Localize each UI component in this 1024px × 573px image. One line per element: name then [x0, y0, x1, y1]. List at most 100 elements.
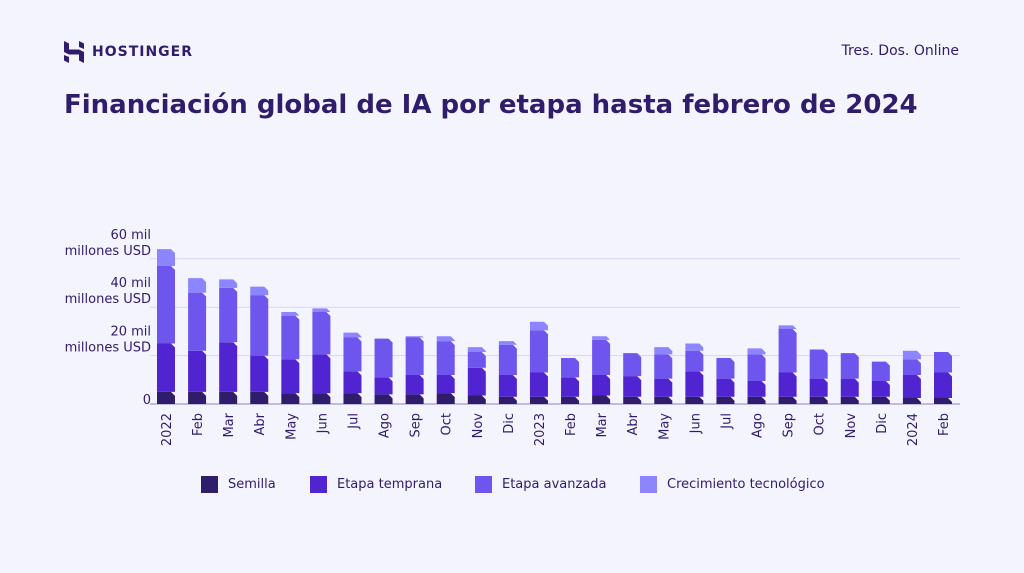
bar-segment-semilla — [498, 396, 517, 404]
x-tick-label: Mar — [222, 412, 237, 437]
bar-segment-etapa-avanzada — [809, 349, 828, 379]
legend-label: Semilla — [228, 477, 276, 492]
x-tick-label: Nov — [471, 413, 486, 439]
bar-segment-crecimiento-tecnológico — [902, 350, 921, 360]
bar-segment-semilla — [654, 396, 673, 404]
bar-segment-etapa-temprana — [529, 372, 548, 397]
bar-segment-semilla — [157, 391, 175, 404]
bar-segment-etapa-avanzada — [529, 330, 548, 373]
x-tick-label: Oct — [813, 413, 828, 435]
x-tick-label: Dic — [875, 413, 890, 434]
bar-segment-etapa-temprana — [188, 350, 207, 392]
x-tick-label: Abr — [253, 412, 268, 435]
x-tick-label: May — [284, 413, 299, 440]
legend-label: Etapa avanzada — [502, 477, 607, 492]
bar-segment-etapa-temprana — [809, 378, 828, 397]
bar-segment-semilla — [716, 396, 735, 404]
bar-segment-etapa-avanzada — [250, 295, 269, 356]
bar-segment-etapa-avanzada — [747, 354, 766, 382]
bar-segment-etapa-avanzada — [405, 337, 424, 375]
bar-segment-crecimiento-tecnológico — [747, 348, 766, 355]
bar-segment-etapa-avanzada — [871, 361, 890, 382]
bar-segment-etapa-temprana — [840, 378, 859, 397]
bar-segment-etapa-temprana — [157, 343, 175, 392]
bar-segment-etapa-avanzada — [934, 351, 952, 373]
bar-segment-semilla — [436, 393, 455, 404]
x-tick-label: 2024 — [906, 413, 921, 446]
bar-segment-etapa-avanzada — [467, 351, 486, 368]
bar-segment-etapa-temprana — [747, 381, 766, 397]
site-name: Tres. Dos. Online — [841, 43, 959, 59]
bar-segment-crecimiento-tecnológico — [219, 279, 238, 288]
bar-segment-crecimiento-tecnológico — [343, 332, 362, 338]
bar-segment-etapa-temprana — [312, 354, 331, 394]
bar-segment-etapa-avanzada — [592, 339, 611, 375]
legend-item: Etapa avanzada — [475, 476, 607, 493]
legend-swatch — [475, 476, 492, 493]
bar-segment-etapa-temprana — [685, 371, 704, 397]
bar-segment-crecimiento-tecnológico — [157, 249, 175, 267]
bar-segment-etapa-temprana — [592, 374, 611, 396]
bar-segment-crecimiento-tecnológico — [498, 341, 517, 345]
bar-segment-etapa-temprana — [374, 377, 393, 395]
y-tick-label: 60 mil millones USD — [65, 228, 151, 259]
bar-segment-semilla — [529, 396, 548, 404]
bar-segment-etapa-avanzada — [374, 338, 393, 378]
bar-segment-semilla — [343, 393, 362, 404]
bar-segment-crecimiento-tecnológico — [312, 308, 331, 313]
x-tick-label: 2022 — [160, 413, 175, 446]
bar-segment-semilla — [281, 393, 300, 404]
bar-segment-etapa-avanzada — [188, 292, 207, 351]
bar-segment-etapa-temprana — [934, 372, 952, 398]
bar-segment-semilla — [250, 391, 269, 404]
bar-segment-crecimiento-tecnológico — [778, 325, 797, 329]
bar-segment-etapa-avanzada — [312, 312, 331, 355]
bar-segment-semilla — [809, 396, 828, 404]
bar-segment-etapa-avanzada — [343, 337, 362, 372]
bar-segment-crecimiento-tecnológico — [281, 312, 300, 316]
bar-segment-crecimiento-tecnológico — [685, 343, 704, 351]
bar-segment-semilla — [374, 394, 393, 404]
bar-segment-etapa-temprana — [778, 372, 797, 397]
bar-segment-semilla — [467, 395, 486, 404]
y-tick-label: 0 — [143, 393, 151, 408]
legend-item: Etapa temprana — [310, 476, 442, 493]
bar-segment-etapa-temprana — [219, 342, 238, 392]
bar-segment-crecimiento-tecnológico — [250, 286, 269, 296]
bar-segment-etapa-avanzada — [716, 358, 735, 379]
bar-segment-semilla — [312, 393, 331, 404]
legend-item: Semilla — [201, 476, 276, 493]
bar-segment-crecimiento-tecnológico — [592, 336, 611, 340]
bar-segment-etapa-temprana — [343, 371, 362, 394]
bar-segment-etapa-temprana — [436, 374, 455, 394]
bar-segment-semilla — [219, 391, 238, 404]
x-tick-label: Nov — [844, 413, 859, 439]
x-tick-label: Dic — [502, 413, 517, 434]
bar-segment-semilla — [871, 396, 890, 404]
y-tick-label: 40 mil millones USD — [65, 276, 151, 307]
bar-segment-etapa-temprana — [561, 377, 580, 397]
bar-segment-crecimiento-tecnológico — [436, 336, 455, 342]
bar-segment-etapa-temprana — [654, 378, 673, 397]
legend: Semilla Etapa temprana Etapa avanzada Creci… — [0, 476, 1024, 496]
bar-segment-etapa-avanzada — [623, 353, 642, 377]
bar-segment-etapa-temprana — [498, 374, 517, 397]
bar-segment-etapa-temprana — [281, 359, 300, 394]
bar-segment-etapa-temprana — [623, 376, 642, 397]
x-tick-label: Feb — [564, 413, 579, 436]
bar-segment-semilla — [778, 396, 797, 404]
x-tick-label: Jun — [315, 413, 330, 434]
bar-segment-etapa-avanzada — [902, 359, 921, 375]
bar-segment-semilla — [934, 397, 952, 404]
bar-segment-etapa-avanzada — [436, 341, 455, 375]
bar-segment-crecimiento-tecnológico — [654, 347, 673, 355]
x-tick-label: Oct — [440, 413, 455, 435]
x-tick-label: Abr — [626, 412, 641, 435]
brand-name: HOSTINGER — [92, 44, 194, 60]
x-tick-label: Feb — [937, 413, 952, 436]
bar-segment-etapa-temprana — [902, 374, 921, 398]
x-tick-label: 2023 — [533, 413, 548, 446]
brand-logo: HOSTINGER — [64, 41, 193, 63]
x-tick-label: Mar — [595, 412, 610, 437]
